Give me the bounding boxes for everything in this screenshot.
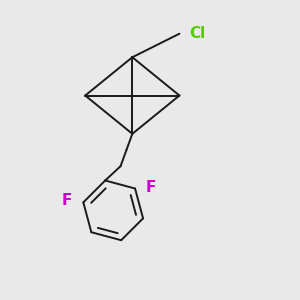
Text: F: F bbox=[62, 194, 72, 208]
Text: F: F bbox=[146, 179, 156, 194]
Text: Cl: Cl bbox=[190, 26, 206, 41]
